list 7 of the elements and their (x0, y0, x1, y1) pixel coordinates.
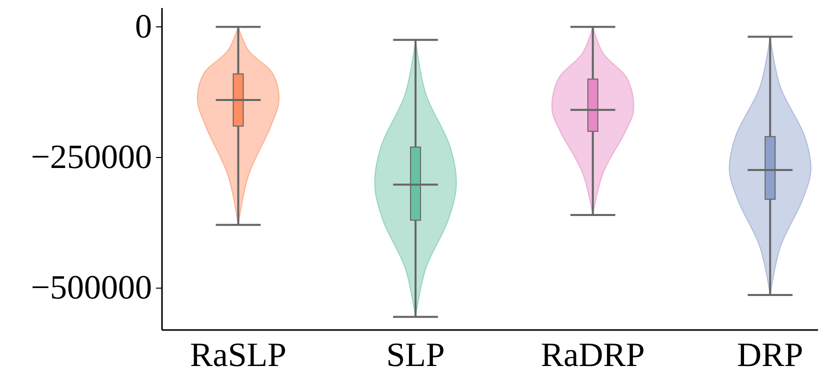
y-tick-label: −250000 (30, 139, 152, 176)
x-tick-label: SLP (386, 337, 445, 374)
y-tick-label: 0 (135, 8, 152, 46)
x-tick-label: DRP (737, 337, 804, 374)
x-tick-label: RaSLP (190, 337, 286, 374)
y-tick-label: −500000 (30, 270, 152, 307)
x-tick-label: RaDRP (540, 337, 645, 374)
